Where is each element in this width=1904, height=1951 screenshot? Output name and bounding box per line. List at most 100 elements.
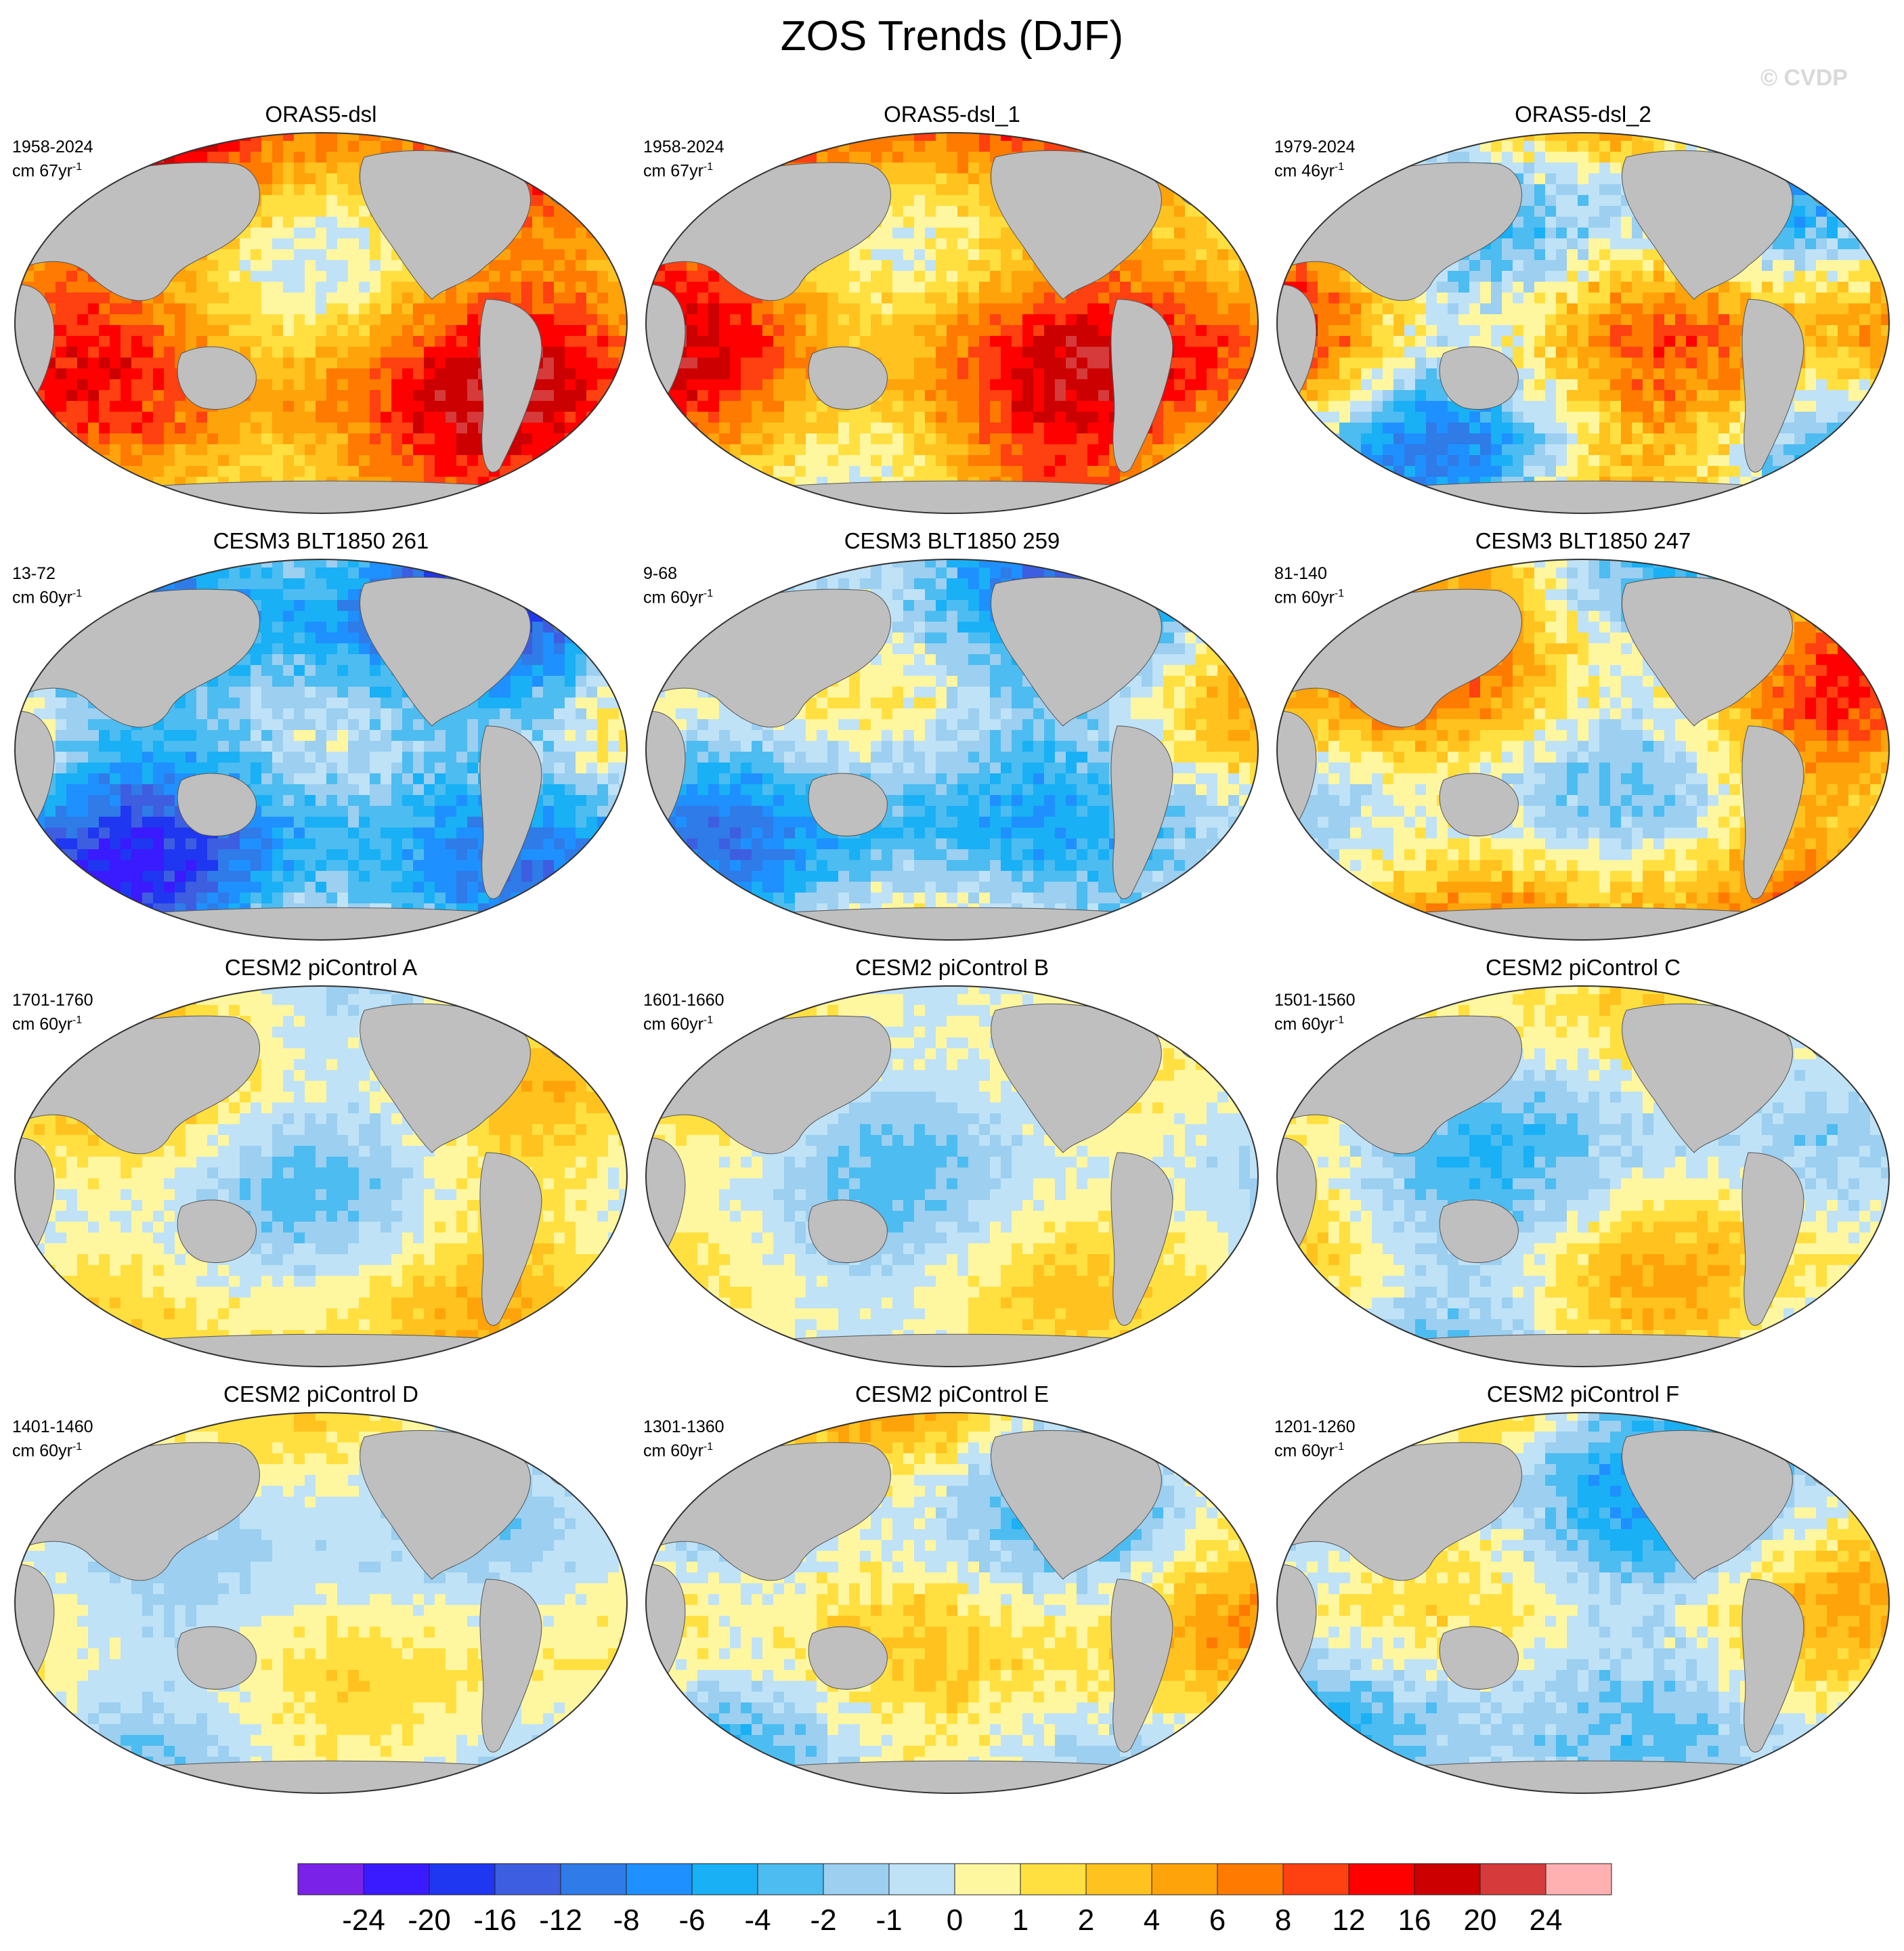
colorbar-swatch: [823, 1863, 890, 1895]
colorbar-tick-label: -24: [342, 1904, 385, 1937]
units-text: cm 60yr: [12, 588, 72, 607]
panel-units: cm 46yr-1: [1274, 157, 1344, 181]
map-panel: CESM3 BLT1850 261 13-72 cm 60yr-1: [12, 528, 630, 948]
colorbar-swatch: [1151, 1863, 1218, 1895]
map-panel: ORAS5-dsl_1 1958-2024 cm 67yr-1: [643, 102, 1261, 521]
units-text: cm 60yr: [643, 1441, 704, 1460]
panel-units: cm 60yr-1: [1274, 1437, 1344, 1461]
panel-title: CESM2 piControl E: [643, 1381, 1261, 1407]
panel-title: CESM3 BLT1850 259: [643, 528, 1261, 554]
map-panel: CESM2 piControl C 1501-1560 cm 60yr-1: [1274, 955, 1892, 1375]
robinson-map: [645, 559, 1259, 941]
units-text: cm 67yr: [12, 161, 72, 180]
map-panel: CESM2 piControl A 1701-1760 cm 60yr-1: [12, 955, 630, 1375]
map-panel: CESM2 piControl E 1301-1360 cm 60yr-1: [643, 1381, 1261, 1801]
colorbar-tick-label: 16: [1398, 1904, 1431, 1937]
robinson-map: [1276, 132, 1890, 514]
colorbar-swatch: [560, 1863, 627, 1895]
colorbar-swatch: [429, 1863, 496, 1895]
robinson-map: [1276, 985, 1890, 1367]
panel-years: 1301-1360: [643, 1417, 724, 1437]
panel-years: 1601-1660: [643, 990, 724, 1010]
colorbar-swatch: [1217, 1863, 1284, 1895]
map-panel: CESM2 piControl D 1401-1460 cm 60yr-1: [12, 1381, 630, 1801]
panel-title: ORAS5-dsl_2: [1274, 102, 1892, 127]
units-exponent: -1: [704, 588, 713, 599]
units-exponent: -1: [72, 161, 82, 173]
colorbar-tick-label: -12: [539, 1904, 582, 1937]
colorbar-tick-label: 4: [1144, 1904, 1160, 1937]
colorbar-swatch: [1414, 1863, 1481, 1895]
robinson-map: [1276, 559, 1890, 941]
map-panel: ORAS5-dsl_2 1979-2024 cm 46yr-1: [1274, 102, 1892, 521]
colorbar-swatch: [1348, 1863, 1415, 1895]
units-exponent: -1: [72, 588, 82, 599]
panel-units: cm 60yr-1: [643, 1437, 713, 1461]
panel-years: 1701-1760: [12, 990, 93, 1010]
colorbar-swatch: [494, 1863, 561, 1895]
colorbar-tick-label: -2: [810, 1904, 836, 1937]
panel-units: cm 60yr-1: [12, 584, 82, 607]
colorbar-swatch: [297, 1863, 364, 1895]
units-text: cm 67yr: [643, 161, 704, 180]
units-exponent: -1: [704, 1441, 713, 1453]
colorbar-tick-label: -16: [473, 1904, 517, 1937]
panel-title: ORAS5-dsl_1: [643, 102, 1261, 127]
robinson-map: [14, 985, 628, 1367]
robinson-map: [645, 1412, 1259, 1794]
units-exponent: -1: [72, 1014, 82, 1026]
figure-title: ZOS Trends (DJF): [0, 12, 1904, 60]
colorbar-tick-label: -1: [875, 1904, 902, 1937]
panel-title: CESM2 piControl A: [12, 955, 630, 981]
map-panel: CESM2 piControl B 1601-1660 cm 60yr-1: [643, 955, 1261, 1375]
units-text: cm 60yr: [1274, 1441, 1335, 1460]
units-text: cm 60yr: [12, 1441, 72, 1460]
colorbar-swatch: [1020, 1863, 1087, 1895]
panel-title: CESM2 piControl B: [643, 955, 1261, 981]
units-exponent: -1: [1335, 1441, 1344, 1453]
panel-years: 1201-1260: [1274, 1417, 1356, 1437]
units-text: cm 60yr: [643, 588, 704, 607]
panel-years: 1501-1560: [1274, 990, 1356, 1010]
colorbar-swatch: [954, 1863, 1021, 1895]
colorbar-tick-label: 24: [1530, 1904, 1563, 1937]
colorbar-swatch: [1282, 1863, 1349, 1895]
panel-years: 9-68: [643, 563, 677, 584]
colorbar-tick-label: -8: [613, 1904, 639, 1937]
units-text: cm 60yr: [12, 1014, 72, 1033]
panel-years: 13-72: [12, 563, 56, 584]
panel-units: cm 67yr-1: [12, 157, 82, 181]
units-text: cm 60yr: [643, 1014, 704, 1033]
panel-units: cm 60yr-1: [1274, 1010, 1344, 1034]
watermark: © CVDP: [1760, 65, 1848, 91]
colorbar-tick-label: 0: [947, 1904, 963, 1937]
panel-title: CESM2 piControl D: [12, 1381, 630, 1407]
robinson-map: [645, 132, 1259, 514]
panel-years: 81-140: [1274, 563, 1327, 584]
map-panel: CESM2 piControl F 1201-1260 cm 60yr-1: [1274, 1381, 1892, 1801]
units-exponent: -1: [704, 1014, 713, 1026]
units-text: cm 46yr: [1274, 161, 1335, 180]
robinson-map: [14, 132, 628, 514]
colorbar-tick-label: 12: [1333, 1904, 1366, 1937]
colorbar-tick-label: 8: [1275, 1904, 1291, 1937]
map-panel: CESM3 BLT1850 247 81-140 cm 60yr-1: [1274, 528, 1892, 948]
panel-title: CESM2 piControl F: [1274, 1381, 1892, 1407]
map-panel: CESM3 BLT1850 259 9-68 cm 60yr-1: [643, 528, 1261, 948]
panel-units: cm 67yr-1: [643, 157, 713, 181]
robinson-map: [1276, 1412, 1890, 1794]
robinson-map: [14, 1412, 628, 1794]
panel-units: cm 60yr-1: [643, 584, 713, 607]
colorbar-swatch: [626, 1863, 693, 1895]
panel-title: CESM3 BLT1850 247: [1274, 528, 1892, 554]
colorbar-tick-label: 2: [1078, 1904, 1094, 1937]
colorbar-tick-label: -6: [678, 1904, 705, 1937]
panel-years: 1958-2024: [12, 137, 93, 157]
panel-title: CESM3 BLT1850 261: [12, 528, 630, 554]
panel-units: cm 60yr-1: [643, 1010, 713, 1034]
colorbar-swatch: [1479, 1863, 1546, 1895]
robinson-map: [14, 559, 628, 941]
panel-title: ORAS5-dsl: [12, 102, 630, 127]
colorbar-swatch: [363, 1863, 430, 1895]
colorbar-swatch: [1085, 1863, 1152, 1895]
